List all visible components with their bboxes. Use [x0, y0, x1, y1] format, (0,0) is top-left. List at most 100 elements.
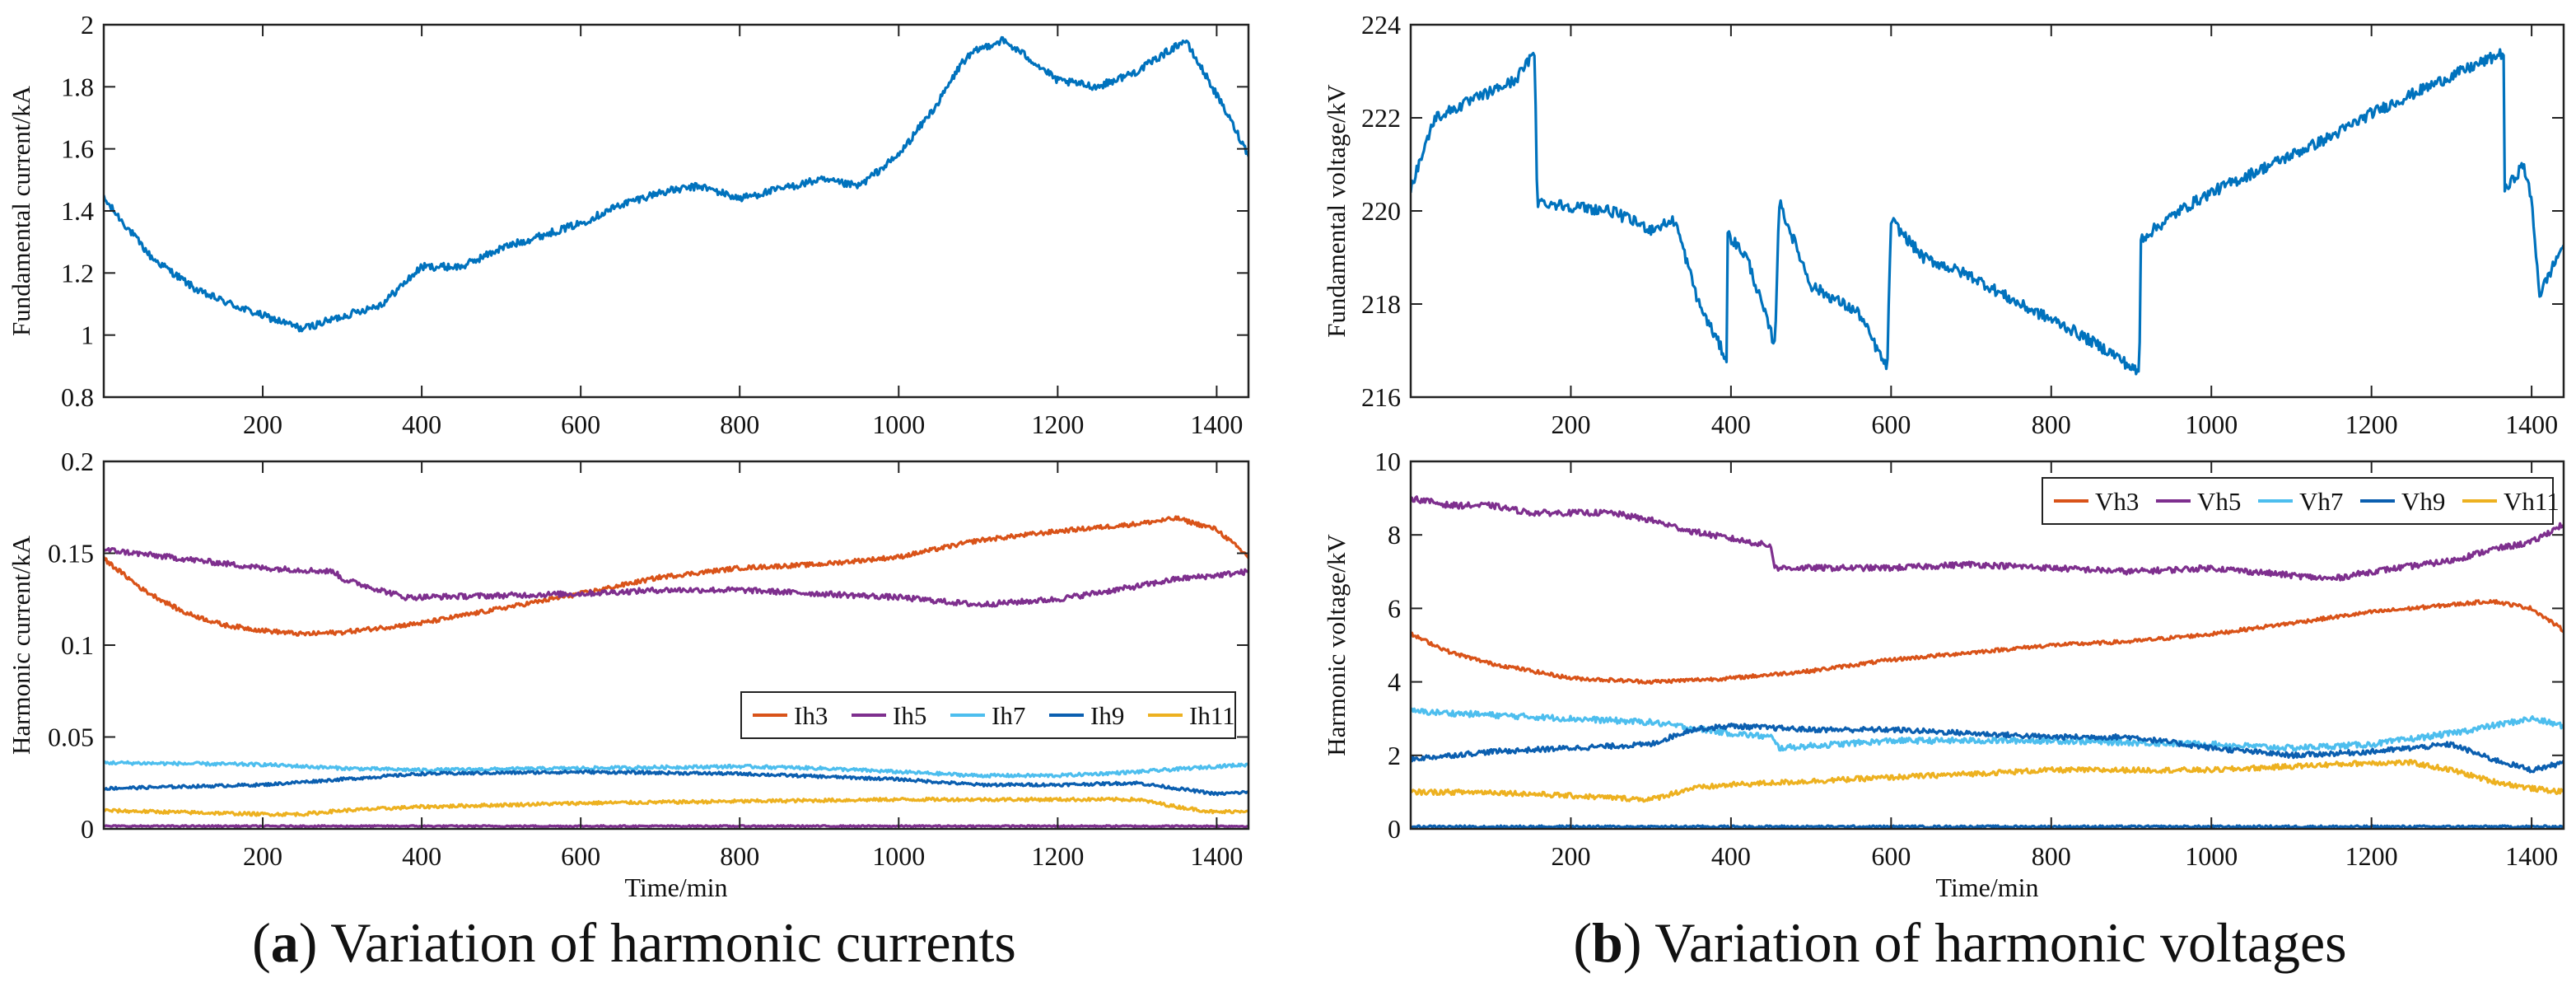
series-line-ih-low [104, 824, 1248, 829]
chart-fund-voltage: 200 400 600 800 1000 1200 1400 216 218 220 222 224 F… [1322, 10, 2565, 439]
x-tick-label: 1200 [1031, 841, 1084, 871]
x-axis-label: Time/min [624, 873, 727, 902]
x-tick-label: 200 [1551, 841, 1590, 871]
y-tick-label: 8 [1388, 520, 1401, 550]
x-axis-label: Time/min [1935, 873, 2038, 902]
y-tick-label: 1.2 [61, 258, 94, 288]
x-tick-label: 400 [1711, 841, 1751, 871]
x-tick-label: 1400 [1190, 841, 1243, 871]
x-tick-label: 400 [402, 841, 441, 871]
series-line-ih11 [104, 796, 1248, 817]
series-group [1411, 48, 2564, 376]
legend-label-vh11: Vh11 [2504, 487, 2560, 516]
x-tick-label: 1200 [2345, 409, 2398, 439]
x-tick-label: 200 [243, 841, 282, 871]
y-tick-label: 2 [81, 10, 94, 40]
legend-label-vh5: Vh5 [2197, 487, 2241, 516]
series-line-ih7 [104, 760, 1248, 779]
chart-fund-current: 200 400 600 800 1000 1200 1400 0.8 1 1.2 1.4 1.6 1.8… [7, 10, 1250, 439]
legend-label-vh9: Vh9 [2401, 487, 2445, 516]
x-tick-label: 800 [2032, 841, 2071, 871]
y-tick-label: 216 [1361, 382, 1401, 412]
legend-label-ih5: Ih5 [893, 701, 926, 730]
series-line-ih3 [104, 515, 1248, 637]
x-tick-label: 1400 [2505, 841, 2558, 871]
y-tick-label: 1.4 [61, 196, 94, 226]
y-tick-label: 222 [1361, 103, 1401, 133]
legend-label-ih7: Ih7 [992, 701, 1025, 730]
x-tick-label: 1000 [872, 841, 925, 871]
legend-box [2042, 477, 2554, 525]
x-tick-label: 800 [720, 841, 759, 871]
series-line-vh11 [1411, 759, 2564, 803]
x-tick-label: 1000 [2185, 409, 2238, 439]
caption-a-letter: a [270, 911, 299, 974]
y-tick-label: 0.8 [61, 382, 94, 412]
legend-label-vh3: Vh3 [2095, 487, 2139, 516]
series-line-vh5 [1411, 495, 2564, 582]
y-tick-label: 224 [1361, 10, 1401, 40]
y-tick-label: 0.2 [61, 447, 94, 476]
caption-b: (b) Variation of harmonic voltages [1573, 911, 2347, 974]
series-line-ih9 [104, 769, 1248, 797]
legend: Vh3 Vh5 Vh7 Vh9 Vh11 [2042, 477, 2560, 525]
x-tick-label: 1000 [872, 409, 925, 439]
x-tick-label: 800 [720, 409, 759, 439]
series-group [104, 35, 1248, 333]
y-tick-label: 2 [1388, 741, 1401, 770]
caption-a-text: Variation of harmonic currents [330, 911, 1016, 974]
chart-harm-voltage: 200 400 600 800 1000 1200 1400 0 2 4 6 8 10 Harmonic … [1322, 447, 2565, 902]
x-tick-label: 200 [243, 409, 282, 439]
y-tick-label: 1.8 [61, 72, 94, 101]
series-line-vh-low [1411, 824, 2564, 829]
x-tick-label: 200 [1551, 409, 1590, 439]
y-axis-label: Fundamental current/kA [7, 85, 35, 335]
y-axis-label: Harmonic voltage/kV [1322, 534, 1351, 756]
y-tick-label: 10 [1374, 447, 1401, 476]
caption-a: (a) Variation of harmonic currents [252, 911, 1016, 974]
series-group [104, 515, 1248, 829]
x-tick-label: 1200 [1031, 409, 1084, 439]
legend-label-vh7: Vh7 [2299, 487, 2343, 516]
y-axis-label: Harmonic current/kA [7, 535, 35, 755]
x-tick-label: 800 [2032, 409, 2071, 439]
legend: Ih3 Ih5 Ih7 Ih9 Ih11 [740, 691, 1236, 739]
y-tick-label: 218 [1361, 289, 1401, 319]
x-tick-label: 1000 [2185, 841, 2238, 871]
y-tick-label: 0.1 [61, 630, 94, 660]
caption-b-text: Variation of harmonic voltages [1654, 911, 2347, 974]
y-tick-label: 4 [1388, 667, 1401, 697]
x-tick-label: 600 [1871, 409, 1911, 439]
x-tick-label: 400 [402, 409, 441, 439]
x-tick-label: 1400 [2505, 409, 2558, 439]
legend-label-ih3: Ih3 [794, 701, 828, 730]
y-tick-label: 220 [1361, 196, 1401, 226]
series-line-vh9 [1411, 722, 2564, 774]
y-tick-label: 1 [81, 321, 94, 350]
y-tick-label: 0.15 [48, 539, 94, 569]
series-line-i1 [104, 35, 1248, 333]
caption-b-letter: b [1592, 911, 1623, 974]
y-tick-label: 0.05 [48, 723, 94, 752]
y-tick-label: 6 [1388, 593, 1401, 623]
y-tick-label: 0 [81, 814, 94, 844]
x-tick-label: 600 [1871, 841, 1911, 871]
y-axis-label: Fundamental voltage/kV [1322, 84, 1351, 338]
y-tick-label: 0 [1388, 814, 1401, 844]
legend-label-ih11: Ih11 [1189, 701, 1235, 730]
x-tick-label: 1400 [1190, 409, 1243, 439]
legend-label-ih9: Ih9 [1090, 701, 1124, 730]
x-tick-label: 400 [1711, 409, 1751, 439]
series-line-vh3 [1411, 599, 2564, 686]
x-tick-label: 1200 [2345, 841, 2398, 871]
series-group [1411, 495, 2564, 829]
series-line-v1 [1411, 48, 2564, 376]
x-tick-label: 600 [561, 841, 600, 871]
series-line-ih5 [104, 546, 1248, 608]
chart-harm-current: 200 400 600 800 1000 1200 1400 0 0.05 0.1 0.15 0.2 H… [7, 447, 1250, 902]
y-tick-label: 1.6 [61, 134, 94, 164]
series-line-vh7 [1411, 707, 2564, 752]
x-tick-label: 600 [561, 409, 600, 439]
axes-frame [1409, 460, 2565, 831]
